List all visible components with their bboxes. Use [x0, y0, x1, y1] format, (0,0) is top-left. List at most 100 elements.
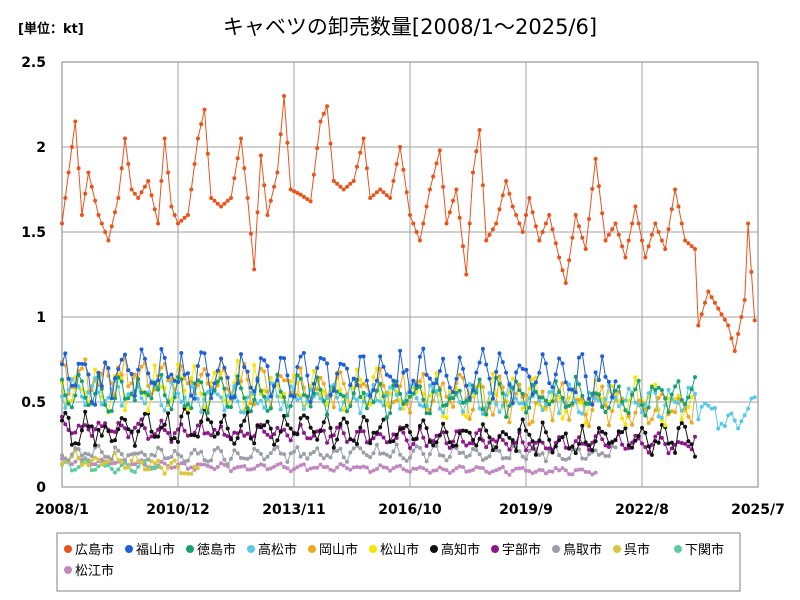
series-layer — [60, 94, 757, 477]
data-point — [427, 187, 432, 192]
data-point — [103, 360, 108, 365]
data-point — [179, 377, 184, 382]
data-point — [689, 395, 694, 399]
data-point — [331, 179, 336, 183]
data-point — [666, 410, 671, 415]
data-point — [490, 227, 495, 232]
data-point — [484, 428, 489, 433]
data-point — [219, 420, 224, 425]
data-point — [543, 221, 548, 226]
legend-label: 高知市 — [441, 542, 480, 558]
data-point — [60, 394, 64, 399]
data-point — [427, 383, 432, 388]
data-point — [156, 427, 161, 432]
data-point — [288, 379, 293, 384]
data-point — [142, 401, 147, 406]
data-point — [205, 410, 210, 415]
data-point — [404, 401, 409, 406]
data-point — [129, 429, 134, 434]
data-point — [176, 464, 180, 469]
data-point — [239, 423, 243, 428]
data-point — [311, 368, 316, 373]
data-point — [553, 466, 558, 471]
data-point — [215, 392, 220, 397]
data-point — [169, 380, 174, 385]
data-point — [613, 445, 618, 450]
data-point — [563, 468, 568, 473]
data-point — [272, 464, 277, 469]
data-point — [524, 410, 528, 415]
data-point — [527, 422, 532, 427]
data-point — [653, 439, 658, 444]
data-point — [540, 468, 545, 473]
data-point — [195, 451, 200, 456]
data-point — [99, 450, 104, 455]
data-point — [179, 414, 184, 419]
data-point — [729, 336, 734, 341]
data-point — [547, 213, 552, 217]
data-point — [345, 420, 349, 425]
data-point — [500, 403, 505, 408]
data-point — [192, 364, 197, 369]
data-point — [434, 371, 439, 376]
data-point — [391, 400, 396, 405]
data-point — [331, 388, 336, 393]
data-point — [424, 426, 429, 431]
legend-label: 松山市 — [380, 542, 419, 558]
data-point — [166, 378, 171, 383]
data-point — [467, 221, 472, 226]
data-point — [162, 471, 167, 476]
data-point — [610, 227, 615, 232]
data-point — [646, 405, 651, 410]
data-point — [341, 187, 346, 192]
data-point — [341, 463, 346, 468]
data-point — [530, 377, 535, 382]
data-point — [335, 181, 340, 186]
data-point — [683, 402, 688, 407]
data-point — [659, 435, 664, 440]
data-point — [421, 435, 426, 440]
data-point — [265, 467, 270, 472]
data-point — [484, 469, 489, 474]
data-point — [156, 378, 161, 383]
data-point — [139, 396, 144, 401]
data-point — [583, 374, 588, 379]
data-point — [378, 399, 383, 404]
data-point — [517, 449, 522, 454]
data-point — [577, 355, 581, 360]
data-point — [338, 422, 343, 426]
data-point — [467, 441, 472, 446]
data-point — [308, 199, 313, 204]
data-point — [401, 401, 406, 406]
data-point — [441, 453, 446, 458]
data-point — [451, 198, 456, 203]
data-point — [275, 378, 280, 383]
data-point — [338, 392, 343, 397]
data-point — [649, 384, 654, 389]
data-point — [533, 440, 538, 445]
data-point — [245, 395, 250, 400]
data-point — [500, 430, 505, 434]
data-point — [461, 409, 465, 414]
data-point — [311, 430, 316, 435]
data-point — [242, 166, 247, 171]
data-point — [659, 238, 664, 243]
data-point — [159, 179, 164, 183]
data-point — [103, 402, 108, 407]
data-point — [659, 388, 664, 393]
data-point — [560, 396, 565, 400]
data-point — [646, 391, 651, 396]
data-point — [636, 433, 641, 438]
data-point — [149, 459, 154, 463]
data-point — [550, 399, 555, 404]
data-point — [189, 451, 194, 456]
data-point — [86, 463, 91, 468]
data-point — [93, 367, 98, 372]
data-point — [301, 451, 306, 456]
data-point — [185, 433, 190, 438]
data-point — [179, 400, 184, 404]
data-point — [225, 426, 230, 431]
series-鳥取市 — [60, 442, 618, 467]
data-point — [176, 380, 180, 384]
data-point — [454, 376, 459, 381]
